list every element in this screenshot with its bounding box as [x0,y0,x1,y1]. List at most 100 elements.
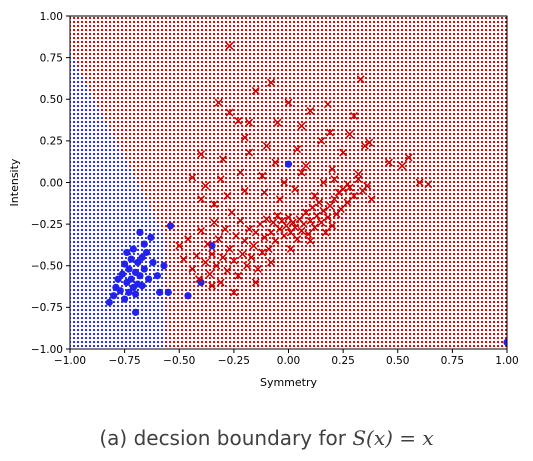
blue-point [136,272,144,280]
red-point [188,265,197,274]
y-tick-label: 0.75 [40,52,63,64]
blue-point [147,233,155,242]
red-point [210,200,219,209]
blue-point [118,270,127,278]
red-point [337,205,345,214]
x-tick-label: 0.00 [277,355,300,367]
blue-point [184,292,192,300]
red-point [326,201,334,210]
red-point [328,165,337,174]
red-point [385,158,393,167]
figure-caption: (a) decsion boundary for S(x) = x [0,426,533,450]
blue-point [140,240,148,248]
red-point [201,258,210,267]
red-point [229,256,238,265]
red-point [304,230,313,239]
red-point [225,108,234,117]
red-point [286,245,295,254]
y-tick-label: −0.75 [31,302,63,314]
blue-point [125,288,133,296]
red-point [297,121,306,130]
red-point [367,195,376,204]
blue-point [503,338,507,346]
red-point [197,195,206,204]
red-point [306,236,315,245]
red-point [234,271,243,280]
red-point [225,42,234,50]
x-tick-label: −0.75 [109,355,141,367]
red-point [214,235,223,244]
red-point [262,215,271,224]
red-point [188,173,197,182]
blue-point [114,275,122,283]
red-point [234,116,243,125]
red-point [251,86,260,95]
red-point [317,136,326,145]
red-point [232,231,240,240]
red-point [253,265,262,274]
red-point [319,206,328,215]
x-tick-label: 0.75 [441,355,464,367]
red-point [323,100,332,109]
blue-point [153,272,161,280]
red-point [328,221,337,230]
red-point [240,186,249,195]
red-point [291,223,299,232]
red-point [302,208,310,217]
red-point [267,228,275,237]
blue-point [110,292,118,300]
red-point [275,225,284,234]
red-point [258,171,267,180]
red-point [262,141,271,150]
red-point [275,195,284,204]
blue-point [116,287,124,295]
red-point [245,225,254,234]
red-point [223,266,232,275]
red-point [271,236,280,245]
red-point [306,106,315,115]
red-point [243,261,251,270]
red-point [415,178,424,187]
red-point [310,223,319,232]
red-point [229,288,238,297]
red-point [212,261,221,270]
red-point [282,221,291,230]
y-tick-label: 0.00 [40,177,63,189]
blue-point [160,262,168,270]
red-point [297,226,306,235]
red-point [398,161,407,170]
blue-point [149,258,157,267]
red-point [299,220,308,229]
red-point [308,203,317,212]
red-point [306,216,315,225]
red-point [245,148,254,157]
red-point [267,78,275,87]
red-point [363,181,372,190]
blue-point [121,295,129,303]
red-point [310,191,319,200]
red-point [214,98,223,107]
red-point [216,175,225,184]
blue-point [134,258,142,267]
red-point [291,185,299,194]
red-point [221,225,230,234]
blue-point [197,278,205,286]
red-point [179,255,188,264]
red-point [240,133,249,142]
red-point [251,278,260,287]
red-point [312,211,321,220]
x-tick-label: −1.00 [54,355,86,367]
blue-point [145,275,153,283]
red-point [238,250,247,259]
red-point [271,158,280,167]
red-point [225,245,234,254]
x-tick-label: −0.50 [163,355,195,367]
blue-point [105,298,113,306]
red-point [356,75,365,84]
red-point [260,188,269,197]
red-point [240,236,249,245]
red-point [317,218,326,227]
x-tick-label: 1.00 [495,355,518,367]
red-point [404,153,413,162]
blue-point [131,290,140,298]
